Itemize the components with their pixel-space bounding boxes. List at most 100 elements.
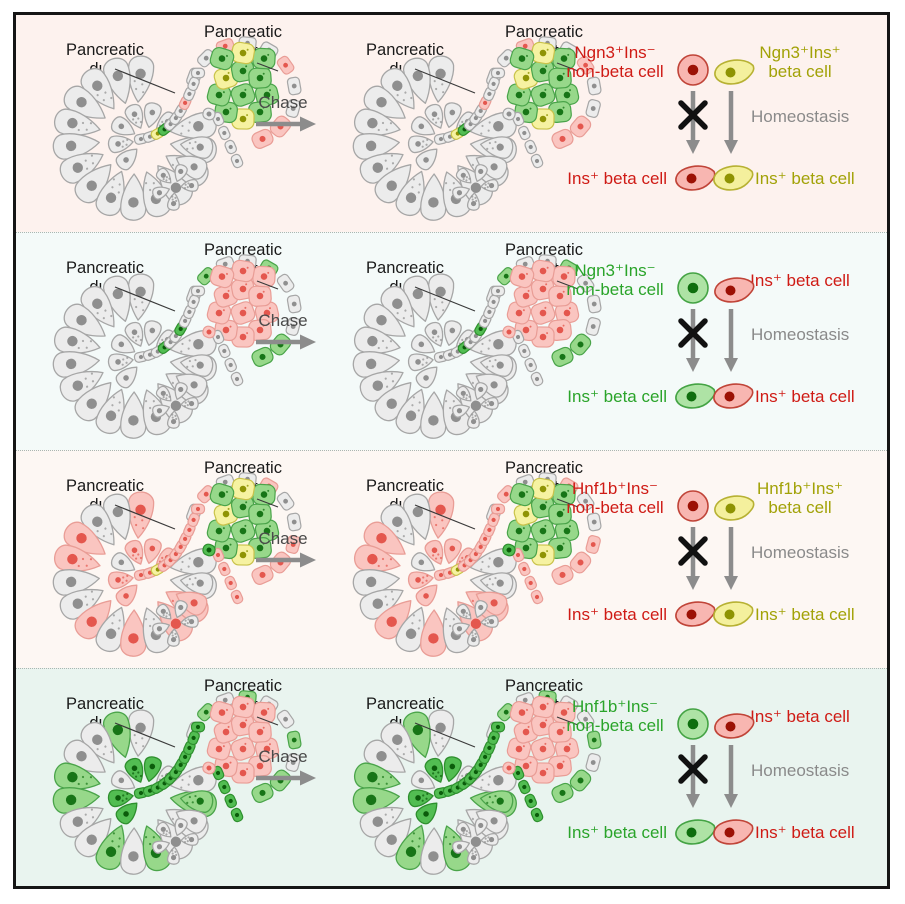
- acinar-cell: [115, 802, 138, 825]
- islet-core-cell: [248, 67, 272, 89]
- figure-frame: Pancreatic duct Pancreatic islet Pancrea…: [13, 12, 890, 889]
- acinar-cell: [407, 353, 434, 372]
- acinar-cell: [424, 539, 444, 565]
- islet-rim-cell: [251, 346, 274, 367]
- duct-cell: [517, 125, 531, 141]
- figure-row-4: Pancreatic duct Pancreatic islet Pancrea…: [16, 668, 887, 886]
- duct-pointer-line: [114, 504, 176, 530]
- duct-cell: [524, 357, 538, 373]
- acinar-cell: [479, 572, 514, 595]
- pancreas-tissue-after: [352, 254, 602, 439]
- islet-rim-cell: [551, 346, 574, 367]
- result-cell-right-label: Ins⁺ beta cell: [755, 823, 855, 842]
- islet-rim-cell: [576, 273, 595, 293]
- pancreas-tissue-after: [352, 36, 602, 221]
- acinar-cell: [479, 790, 514, 813]
- svg-text:Hnf1b⁺Ins⁺: Hnf1b⁺Ins⁺: [757, 479, 843, 498]
- acinar-cell: [143, 756, 162, 782]
- source-cell-right-label: Ins⁺ beta cell: [750, 707, 850, 726]
- acinar-cell: [479, 354, 514, 377]
- acinar-cell: [474, 164, 488, 183]
- duct-cell: [230, 371, 244, 387]
- islet-core-cell: [530, 695, 556, 719]
- islet-rim-cell: [251, 128, 274, 149]
- duct-cell: [530, 153, 544, 169]
- islet-core-cell: [230, 259, 256, 283]
- duct-cell: [490, 285, 506, 297]
- acinar-cell: [480, 396, 499, 410]
- islet-core-cell: [230, 301, 256, 325]
- acinar-cell: [479, 136, 514, 159]
- svg-text:Ngn3⁺Ins⁺: Ngn3⁺Ins⁺: [759, 43, 840, 62]
- beta-cell-icon: [675, 165, 716, 191]
- acinar-cell: [107, 135, 134, 154]
- acinar-cell: [415, 802, 438, 825]
- islet-rim-cell: [551, 564, 574, 585]
- acinar-cell: [475, 155, 508, 180]
- acinar-cell: [169, 765, 217, 793]
- acinar-cell: [402, 57, 431, 104]
- duct-cell: [224, 575, 238, 591]
- islet-core-cell: [209, 46, 235, 71]
- acinar-cell: [466, 410, 480, 429]
- acinar-cell: [452, 404, 471, 418]
- duct-label-line1: Pancreatic: [366, 41, 444, 59]
- islet-core-cell: [509, 482, 535, 507]
- acinar-cell: [174, 164, 188, 183]
- acinar-cell: [59, 152, 104, 184]
- islet-label-line1: Pancreatic: [204, 677, 282, 695]
- beta-cell-icon: [675, 601, 716, 627]
- acinar-cell: [415, 584, 438, 607]
- duct-cell: [224, 793, 238, 809]
- acinar-cell: [174, 600, 188, 619]
- self-renewal-arrow-head-icon: [724, 576, 738, 590]
- islet-core-cell: [209, 264, 235, 289]
- duct-cell: [517, 779, 531, 795]
- lineage-legend: Ngn3⁺Ins⁻ non-beta cell Ngn3⁺Ins⁺ beta c…: [566, 43, 855, 191]
- islet-rim-cell: [286, 730, 302, 750]
- duct-cell: [524, 139, 538, 155]
- acinar-cell: [59, 370, 104, 402]
- self-renewal-arrow-head-icon: [724, 358, 738, 372]
- non-beta-cell-icon: [677, 490, 709, 522]
- pancreas-tissue-before: [52, 472, 302, 657]
- acinar-cell: [395, 606, 425, 652]
- acinar-cell: [480, 178, 499, 192]
- islet-rim-cell: [551, 782, 574, 803]
- self-renewal-arrow-head-icon: [724, 794, 738, 808]
- duct-junction-cell: [502, 761, 516, 775]
- islet-rim-cell: [276, 55, 295, 75]
- acinar-cell: [420, 391, 447, 439]
- chase-label: Chase: [258, 311, 308, 330]
- islet-rim-cell: [285, 99, 301, 118]
- svg-text:non-beta cell: non-beta cell: [566, 716, 663, 735]
- islet-rim-cell: [551, 128, 574, 149]
- islet-rim-cell: [285, 753, 301, 772]
- duct-cell: [190, 503, 206, 515]
- islet-core-cell: [230, 83, 256, 107]
- duct-label-line1: Pancreatic: [366, 259, 444, 277]
- acinar-cell: [452, 840, 471, 854]
- non-beta-cell-icon: [677, 708, 709, 740]
- self-renewal-arrow-head-icon: [724, 140, 738, 154]
- duct-cell: [530, 589, 544, 605]
- figure-row-2: Pancreatic duct Pancreatic islet Pancrea…: [16, 232, 887, 450]
- blocked-cross-icon: [678, 100, 708, 130]
- duct-junction-cell: [202, 325, 216, 339]
- acinar-cell: [380, 285, 415, 328]
- islet-core-cell: [206, 301, 232, 325]
- lineage-legend: Hnf1b⁺Ins⁻ non-beta cell Hnf1b⁺Ins⁺ beta…: [566, 479, 855, 627]
- acinar-cell: [179, 354, 214, 377]
- acinar-cell: [466, 628, 480, 647]
- duct-pointer-line: [114, 286, 176, 312]
- acinar-cell: [124, 539, 144, 565]
- acinar-cell: [115, 584, 138, 607]
- islet-rim-cell: [586, 730, 602, 750]
- beta-cell-icon: [713, 383, 754, 409]
- acinar-cell: [110, 334, 136, 354]
- source-cell-left-label: Ngn3⁺Ins⁻ non-beta cell: [566, 261, 663, 299]
- beta-cell-icon: [713, 819, 754, 845]
- chase-arrow-icon: [256, 552, 316, 568]
- islet-rim-cell: [569, 769, 592, 792]
- figure-row-3: Pancreatic duct Pancreatic islet Pancrea…: [16, 450, 887, 668]
